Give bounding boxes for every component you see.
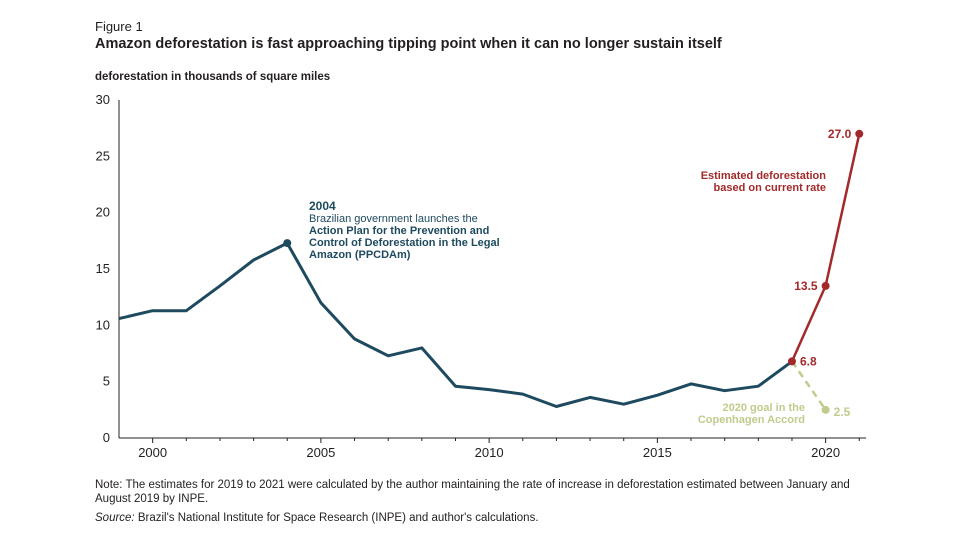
y-tick-label: 15: [96, 261, 110, 276]
marker-2004: [283, 239, 292, 248]
chart-title: Amazon deforestation is fast approaching…: [95, 36, 722, 52]
annotation-2004-bold: Amazon (PPCDAm): [309, 249, 411, 261]
y-tick-label: 25: [96, 148, 110, 163]
goal-series-line: [790, 360, 827, 411]
source-text: Brazil's National Institute for Space Re…: [134, 512, 539, 524]
x-tick-label: 2020: [811, 445, 840, 460]
chart-note: Note: The estimates for 2019 to 2021 wer…: [95, 479, 850, 505]
annotation-estimated: based on current rate: [714, 182, 826, 194]
x-tick-label: 2015: [643, 445, 672, 460]
point-label-estimated: 13.5: [794, 279, 818, 293]
point-label-estimated: 6.8: [800, 354, 817, 368]
x-tick-label: 2005: [306, 445, 335, 460]
annotation-2004-year: 2004: [309, 199, 336, 213]
historical-series-line: [118, 241, 793, 408]
figure-label: Figure 1: [95, 19, 143, 34]
x-tick-label: 2010: [475, 445, 504, 460]
estimated-marker: [855, 129, 864, 138]
estimated-marker: [787, 357, 796, 366]
point-label-estimated: 27.0: [828, 127, 852, 141]
annotation-2004-bold: Action Plan for the Prevention and: [309, 225, 489, 237]
annotation-estimated: Estimated deforestation: [701, 170, 827, 182]
x-tick-label: 2000: [138, 445, 167, 460]
point-label-goal: 2.5: [834, 405, 851, 419]
annotation-2004-text: Brazilian government launches the: [309, 213, 478, 225]
annotation-goal: 2020 goal in the: [722, 402, 805, 414]
estimated-marker: [821, 281, 830, 290]
annotation-goal: Copenhagen Accord: [698, 414, 805, 426]
estimated-series-line: [790, 133, 861, 362]
goal-marker: [821, 405, 830, 414]
y-tick-label: 0: [103, 430, 110, 445]
y-tick-label: 20: [96, 205, 110, 220]
y-tick-label: 30: [96, 92, 110, 107]
source-label: Source:: [95, 512, 135, 524]
annotation-2004-bold: Control of Deforestation in the Legal: [309, 237, 500, 249]
y-tick-label: 10: [96, 317, 110, 332]
chart-source: Source: Brazil's National Institute for …: [95, 512, 539, 524]
y-tick-label: 5: [103, 374, 110, 389]
y-axis-unit-label: deforestation in thousands of square mil…: [95, 71, 331, 83]
